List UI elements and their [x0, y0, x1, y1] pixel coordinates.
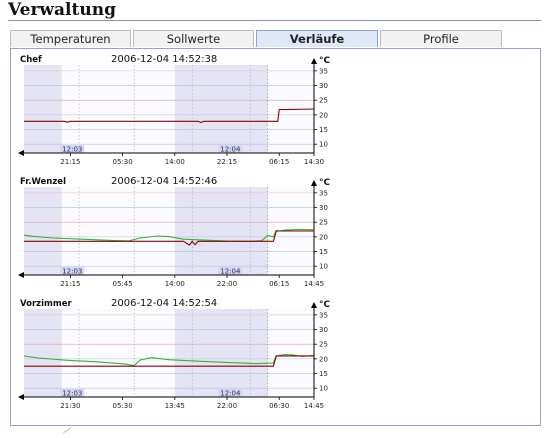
night-band	[174, 187, 268, 275]
setpoint-line	[24, 230, 314, 246]
day-label-box	[218, 267, 243, 275]
day-label-box	[60, 267, 85, 275]
day-label: 12:03	[62, 146, 82, 154]
y-tick-label: 35	[319, 189, 328, 197]
day-label-box	[60, 145, 85, 153]
y-tick-label: 15	[319, 248, 328, 256]
y-tick-label: 10	[319, 141, 328, 149]
x-axis-arrow	[18, 272, 24, 278]
day-label: 12:04	[220, 268, 241, 276]
title-rule	[8, 20, 541, 21]
night-band	[24, 187, 62, 275]
day-label-box	[218, 389, 243, 397]
x-tick-label: 22:00	[217, 402, 237, 410]
chart-name: Vorzimmer	[20, 299, 72, 309]
chart-unit: °C	[319, 300, 331, 310]
day-label-box	[218, 145, 243, 153]
night-band	[174, 309, 268, 397]
x-tick-label: 14:30	[304, 158, 324, 166]
x-tick-label: 22:00	[217, 280, 237, 288]
y-tick-label: 10	[319, 385, 328, 393]
chart-name: Fr.Wenzel	[20, 177, 66, 187]
y-tick-label: 35	[319, 67, 328, 75]
chart-timestamp: 2006-12-04 14:52:38	[111, 54, 217, 65]
x-tick-label: 05:45	[113, 280, 133, 288]
day-label-box	[60, 389, 85, 397]
x-tick-label: 21:30	[60, 402, 80, 410]
x-tick-label: 06:15	[269, 158, 289, 166]
plot-background	[24, 309, 314, 397]
day-label: 12:04	[220, 146, 241, 154]
y-axis-arrow	[311, 302, 317, 308]
x-tick-label: 14:00	[165, 280, 185, 288]
tab-verlaeufe[interactable]: Verläufe	[256, 30, 378, 47]
y-tick-label: 20	[319, 111, 328, 119]
x-tick-label: 14:45	[304, 402, 324, 410]
y-tick-label: 30	[319, 204, 328, 212]
x-axis-arrow	[18, 150, 24, 156]
x-tick-label: 05:30	[113, 402, 133, 410]
y-tick-label: 20	[319, 355, 328, 363]
footer-mark	[62, 427, 72, 434]
x-tick-label: 14:00	[165, 158, 185, 166]
tab-temperaturen[interactable]: Temperaturen	[10, 30, 131, 47]
day-label: 12:03	[62, 268, 82, 276]
y-tick-label: 30	[319, 326, 328, 334]
y-tick-label: 25	[319, 97, 328, 105]
night-band	[24, 309, 62, 397]
chart-timestamp: 2006-12-04 14:52:46	[111, 176, 217, 187]
chart-fr-wenzel: 10 15 20 25 30 35 12:03 12:04 21:15 05:45 14:00 22:…	[18, 176, 331, 288]
actual-line	[23, 353, 315, 367]
tab-sollwerte[interactable]: Sollwerte	[133, 30, 254, 47]
x-tick-label: 22:15	[217, 158, 237, 166]
y-tick-label: 15	[319, 370, 328, 378]
y-tick-label: 10	[319, 263, 328, 271]
x-tick-label: 06:15	[269, 280, 289, 288]
chart-vorzimmer: 10 15 20 25 30 35 12:03 12:04 21:30 05:30 13:45 22:…	[18, 298, 331, 410]
page-title: Verwaltung	[8, 0, 116, 20]
y-tick-label: 30	[319, 82, 328, 90]
chart-unit: °C	[319, 178, 331, 188]
x-tick-label: 05:30	[113, 158, 133, 166]
x-tick-label: 14:45	[304, 280, 324, 288]
plot-background	[24, 187, 314, 275]
day-label: 12:03	[62, 390, 82, 398]
x-tick-label: 13:45	[165, 402, 185, 410]
chart-unit: °C	[319, 56, 331, 66]
day-label: 12:04	[220, 390, 241, 398]
setpoint-line	[24, 108, 315, 124]
setpoint-line	[24, 355, 314, 367]
plot-background	[24, 65, 314, 153]
y-tick-label: 15	[319, 126, 328, 134]
chart-timestamp: 2006-12-04 14:52:54	[111, 298, 217, 309]
chart-chef: 10 15 20 25 30 35 12:03 12:04 21:15 05:30 14:00 22:…	[18, 54, 331, 166]
x-tick-label: 21:15	[60, 158, 80, 166]
y-tick-label: 35	[319, 311, 328, 319]
night-band	[24, 65, 62, 153]
y-tick-label: 25	[319, 341, 328, 349]
x-axis-arrow	[18, 394, 24, 400]
tab-bar: Temperaturen Sollwerte Verläufe Profile	[10, 30, 502, 48]
tab-profile[interactable]: Profile	[380, 30, 502, 47]
y-axis-arrow	[311, 180, 317, 186]
y-axis-arrow	[311, 58, 317, 64]
chart-name: Chef	[20, 55, 42, 65]
y-tick-label: 25	[319, 219, 328, 227]
history-panel: 10 15 20 25 30 35 12:03 12:04 21:15 05:30 14:00 22:…	[10, 48, 541, 426]
night-band	[174, 65, 268, 153]
x-tick-label: 21:15	[60, 280, 80, 288]
x-tick-label: 06:30	[269, 402, 289, 410]
y-tick-label: 20	[319, 233, 328, 241]
